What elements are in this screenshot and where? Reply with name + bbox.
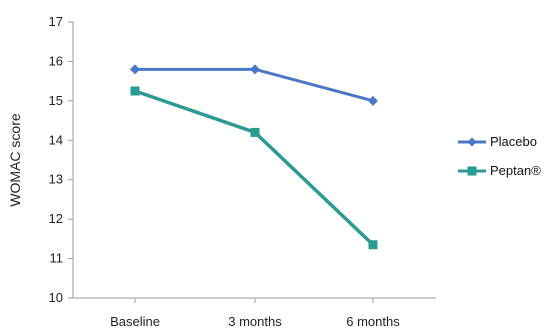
data-point: [368, 240, 378, 250]
y-tick-label: 12: [49, 211, 63, 226]
data-point: [130, 64, 140, 75]
y-tick-label: 13: [49, 172, 63, 187]
x-tick-group: Baseline 3 months 6 months: [110, 298, 400, 329]
legend: Placebo Peptan®: [458, 134, 541, 178]
series-peptan: [130, 86, 378, 250]
data-point: [250, 64, 260, 75]
series-line: [133, 67, 375, 103]
data-point: [130, 86, 140, 96]
data-point: [250, 127, 260, 137]
y-tick-label: 11: [50, 251, 64, 266]
series-line: [133, 89, 375, 247]
legend-label: Peptan®: [490, 163, 541, 178]
x-axis: Baseline 3 months 6 months: [73, 297, 436, 329]
y-tick-group: 10 11 12 13 14 15 16 17: [49, 14, 73, 305]
x-tick-label: 6 months: [346, 314, 400, 329]
y-tick-label: 15: [49, 93, 63, 108]
y-tick-label: 14: [49, 132, 63, 147]
y-axis: 10 11 12 13 14 15 16 17: [49, 14, 74, 305]
y-tick-label: 17: [49, 14, 63, 29]
legend-item: Placebo: [458, 134, 537, 149]
legend-item: Peptan®: [458, 163, 541, 178]
data-point: [368, 95, 378, 106]
series-layer: [130, 64, 378, 250]
x-tick-label: 3 months: [228, 314, 282, 329]
legend-swatch-marker: [467, 137, 477, 147]
series-placebo: [130, 64, 378, 106]
y-tick-label: 16: [49, 53, 63, 68]
y-axis-title: WOMAC score: [7, 113, 23, 207]
x-tick-label: Baseline: [110, 314, 160, 329]
legend-swatch-marker: [467, 166, 477, 176]
y-tick-label: 10: [49, 290, 63, 305]
legend-label: Placebo: [490, 134, 537, 149]
